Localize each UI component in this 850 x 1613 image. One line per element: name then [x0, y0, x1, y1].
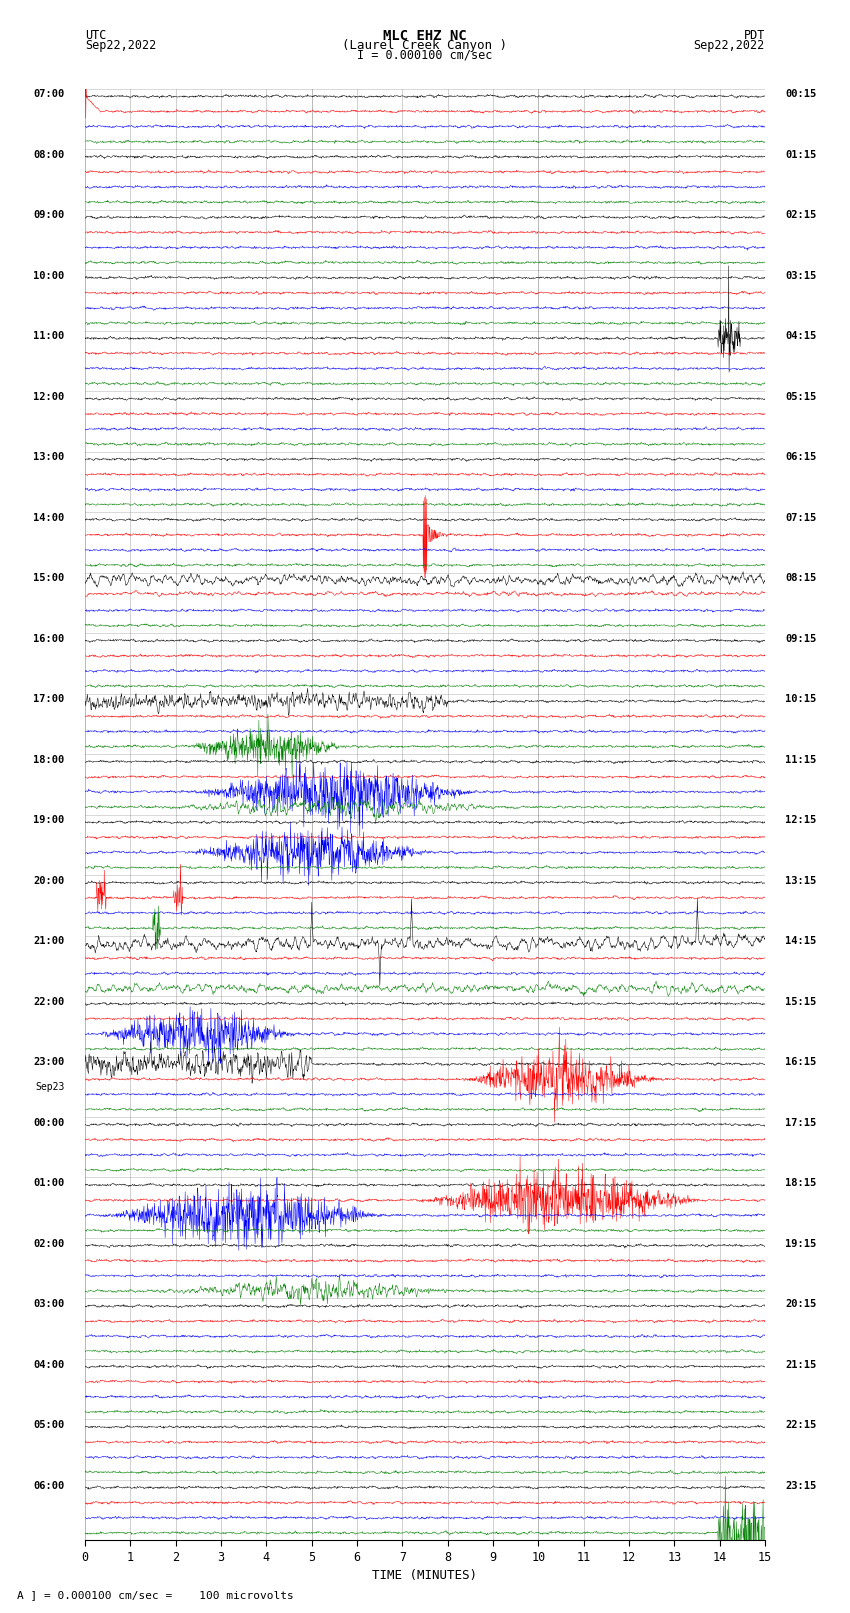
Text: 14:00: 14:00 — [33, 513, 65, 523]
Text: 15:00: 15:00 — [33, 573, 65, 584]
Text: 18:15: 18:15 — [785, 1177, 817, 1189]
Text: 20:15: 20:15 — [785, 1298, 817, 1310]
Text: 21:15: 21:15 — [785, 1360, 817, 1369]
Text: 19:00: 19:00 — [33, 815, 65, 826]
Text: 09:00: 09:00 — [33, 210, 65, 221]
Text: 23:15: 23:15 — [785, 1481, 817, 1490]
Text: 10:15: 10:15 — [785, 694, 817, 705]
Text: 17:15: 17:15 — [785, 1118, 817, 1127]
Text: 08:00: 08:00 — [33, 150, 65, 160]
Text: 13:00: 13:00 — [33, 452, 65, 463]
Text: 02:00: 02:00 — [33, 1239, 65, 1248]
Text: 14:15: 14:15 — [785, 936, 817, 947]
Text: 04:00: 04:00 — [33, 1360, 65, 1369]
Text: MLC EHZ NC: MLC EHZ NC — [383, 29, 467, 44]
Text: 21:00: 21:00 — [33, 936, 65, 947]
Text: 17:00: 17:00 — [33, 694, 65, 705]
Text: 00:00: 00:00 — [33, 1118, 65, 1127]
Text: I = 0.000100 cm/sec: I = 0.000100 cm/sec — [357, 48, 493, 61]
Text: PDT: PDT — [744, 29, 765, 42]
Text: 12:15: 12:15 — [785, 815, 817, 826]
Text: 18:00: 18:00 — [33, 755, 65, 765]
Text: 03:00: 03:00 — [33, 1298, 65, 1310]
Text: 02:15: 02:15 — [785, 210, 817, 221]
Text: 19:15: 19:15 — [785, 1239, 817, 1248]
Text: 20:00: 20:00 — [33, 876, 65, 886]
Text: 03:15: 03:15 — [785, 271, 817, 281]
Text: 13:15: 13:15 — [785, 876, 817, 886]
Text: 16:00: 16:00 — [33, 634, 65, 644]
Text: Sep22,2022: Sep22,2022 — [85, 39, 156, 52]
Text: 10:00: 10:00 — [33, 271, 65, 281]
Text: 12:00: 12:00 — [33, 392, 65, 402]
Text: 01:15: 01:15 — [785, 150, 817, 160]
Text: 04:15: 04:15 — [785, 331, 817, 342]
Text: 05:00: 05:00 — [33, 1419, 65, 1431]
Text: 07:15: 07:15 — [785, 513, 817, 523]
Text: UTC: UTC — [85, 29, 106, 42]
Text: 00:15: 00:15 — [785, 89, 817, 100]
Text: 22:15: 22:15 — [785, 1419, 817, 1431]
Text: 11:00: 11:00 — [33, 331, 65, 342]
X-axis label: TIME (MINUTES): TIME (MINUTES) — [372, 1569, 478, 1582]
Text: 06:15: 06:15 — [785, 452, 817, 463]
Text: 16:15: 16:15 — [785, 1057, 817, 1068]
Text: Sep23: Sep23 — [35, 1082, 65, 1092]
Text: 05:15: 05:15 — [785, 392, 817, 402]
Text: (Laurel Creek Canyon ): (Laurel Creek Canyon ) — [343, 39, 507, 52]
Text: 15:15: 15:15 — [785, 997, 817, 1007]
Text: 08:15: 08:15 — [785, 573, 817, 584]
Text: 01:00: 01:00 — [33, 1177, 65, 1189]
Text: 11:15: 11:15 — [785, 755, 817, 765]
Text: 22:00: 22:00 — [33, 997, 65, 1007]
Text: 09:15: 09:15 — [785, 634, 817, 644]
Text: 23:00: 23:00 — [33, 1057, 65, 1068]
Text: 07:00: 07:00 — [33, 89, 65, 100]
Text: 06:00: 06:00 — [33, 1481, 65, 1490]
Text: Sep22,2022: Sep22,2022 — [694, 39, 765, 52]
Text: A ] = 0.000100 cm/sec =    100 microvolts: A ] = 0.000100 cm/sec = 100 microvolts — [17, 1590, 294, 1600]
